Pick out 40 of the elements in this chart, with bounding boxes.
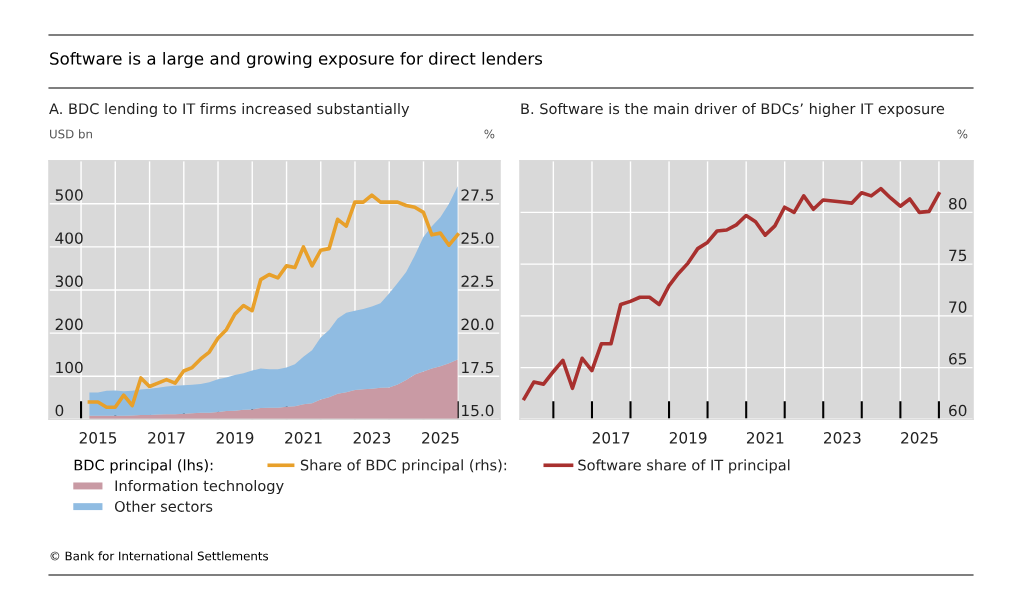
y-tick-label: 300 [55,275,83,288]
y2-tick-label: 15.0 [462,404,494,417]
text: Software is a large and growing exposure for direct lenders [50,51,543,69]
x-tick-label: 2015 [79,432,117,444]
y-axis-title: USD bn [50,129,92,139]
y2-axis-title: % [484,129,495,139]
y2-tick-label: 75 [949,249,967,262]
y-tick-label: 400 [55,232,83,244]
y2-tick-label: 70 [949,301,967,313]
chart-title: B. Software is the main driver of BDCs’ higher IT exposure [521,102,945,118]
x-tick-label: 2019 [216,432,254,444]
y2-tick-label: 20.0 [461,318,494,331]
legend-title: BDC principal (lhs): [74,459,213,474]
y2-tick-label: 17.5 [462,361,494,374]
y-tick-label: 200 [55,318,83,331]
x-tick-label: 2025 [901,432,938,444]
x-tick-label: 2021 [285,432,322,444]
x-tick-label: 2025 [422,432,459,444]
x-tick-label: 2017 [148,432,185,444]
legend-label: Software share of IT principal [578,459,790,474]
y2-tick-label: 60 [949,404,967,417]
y2-tick-label: 25.0 [461,232,494,244]
x-tick-label: 2019 [669,432,707,444]
legend-label: Share of BDC principal (rhs): [300,459,507,474]
y2-tick-label: 80 [949,197,967,210]
y2-tick-label: 65 [949,353,967,365]
x-tick-label: 2021 [746,432,784,444]
x-tick-label: 2017 [592,432,630,444]
x-tick-label: 2023 [824,432,861,444]
y2-tick-label: 22.5 [461,275,494,288]
legend-label: Information technology [115,479,284,495]
chart-title: A. BDC lending to IT firms increased substantially [49,102,410,118]
text: © Bank for International Settlements [50,551,269,561]
x-tick-label: 2023 [353,432,391,444]
y-tick-label: 100 [56,361,83,374]
y-tick-label: 0 [55,404,64,417]
legend-label: Other sectors [114,500,213,512]
y2-tick-label: 27.5 [461,189,494,201]
y2-axis-title: % [957,129,968,139]
y-tick-label: 500 [55,189,83,201]
